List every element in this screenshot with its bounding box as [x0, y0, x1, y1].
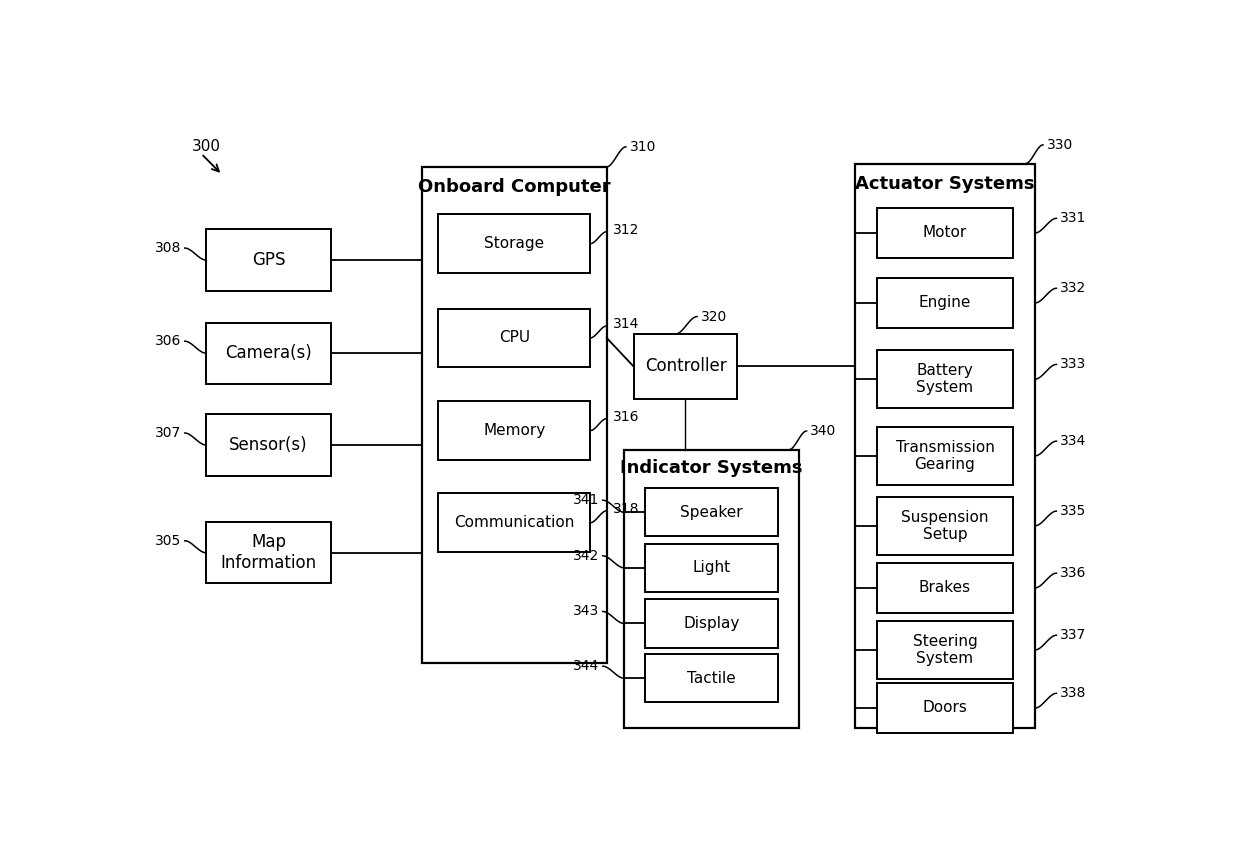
Text: 343: 343: [573, 605, 599, 619]
Text: Indicator Systems: Indicator Systems: [620, 460, 802, 477]
Text: 307: 307: [155, 426, 181, 440]
Text: 341: 341: [573, 493, 599, 507]
Text: GPS: GPS: [252, 251, 285, 269]
Text: 332: 332: [1060, 282, 1086, 295]
Text: 300: 300: [191, 139, 221, 155]
Bar: [439, 214, 590, 273]
Text: 334: 334: [1060, 434, 1086, 448]
Bar: [439, 401, 590, 460]
Bar: [877, 621, 1013, 679]
Bar: [206, 322, 331, 384]
Text: 342: 342: [573, 549, 599, 562]
Text: Battery
System: Battery System: [916, 363, 973, 395]
Text: Motor: Motor: [923, 226, 967, 240]
Text: 306: 306: [155, 334, 181, 348]
Bar: [877, 208, 1013, 257]
Text: Suspension
Setup: Suspension Setup: [901, 510, 988, 542]
Bar: [645, 488, 777, 537]
Text: CPU: CPU: [498, 330, 529, 346]
Bar: [854, 163, 1035, 727]
Text: Speaker: Speaker: [680, 505, 743, 519]
Text: 318: 318: [614, 502, 640, 516]
Text: Steering
System: Steering System: [913, 633, 977, 666]
Bar: [624, 449, 799, 727]
Text: 310: 310: [630, 140, 656, 154]
Text: 312: 312: [614, 223, 640, 237]
Text: Onboard Computer: Onboard Computer: [418, 178, 611, 196]
Text: Camera(s): Camera(s): [224, 344, 311, 362]
Text: Transmission
Gearing: Transmission Gearing: [895, 440, 994, 472]
Bar: [206, 522, 331, 583]
Bar: [439, 493, 590, 552]
Text: 331: 331: [1060, 212, 1086, 226]
Text: Light: Light: [692, 561, 730, 575]
Text: Map
Information: Map Information: [221, 533, 316, 572]
Text: 308: 308: [155, 241, 181, 255]
Bar: [645, 654, 777, 702]
Text: 336: 336: [1060, 566, 1086, 580]
Text: 333: 333: [1060, 358, 1086, 372]
Bar: [634, 334, 738, 399]
Bar: [206, 230, 331, 290]
Bar: [439, 308, 590, 367]
Text: 335: 335: [1060, 504, 1086, 518]
Text: Display: Display: [683, 616, 739, 631]
Bar: [877, 562, 1013, 613]
Text: 337: 337: [1060, 628, 1086, 642]
Text: 316: 316: [614, 410, 640, 423]
Text: 344: 344: [573, 659, 599, 673]
Bar: [877, 278, 1013, 327]
Bar: [877, 350, 1013, 408]
Bar: [877, 497, 1013, 555]
Bar: [877, 683, 1013, 733]
Text: Memory: Memory: [484, 423, 546, 438]
Text: Actuator Systems: Actuator Systems: [856, 175, 1034, 193]
Text: Tactile: Tactile: [687, 670, 735, 686]
Text: Brakes: Brakes: [919, 581, 971, 595]
Text: 330: 330: [1047, 138, 1073, 152]
Text: Sensor(s): Sensor(s): [229, 436, 308, 454]
Text: 305: 305: [155, 534, 181, 548]
Text: 314: 314: [614, 317, 640, 331]
Text: 340: 340: [811, 424, 837, 438]
Text: 320: 320: [701, 309, 727, 324]
Bar: [645, 599, 777, 648]
Text: Engine: Engine: [919, 295, 971, 310]
Text: Doors: Doors: [923, 701, 967, 715]
Bar: [877, 427, 1013, 485]
Bar: [422, 167, 606, 663]
Text: Storage: Storage: [485, 236, 544, 251]
Text: Communication: Communication: [454, 515, 574, 530]
Text: 338: 338: [1060, 686, 1086, 701]
Bar: [206, 415, 331, 475]
Bar: [645, 543, 777, 592]
Text: Controller: Controller: [645, 358, 727, 376]
